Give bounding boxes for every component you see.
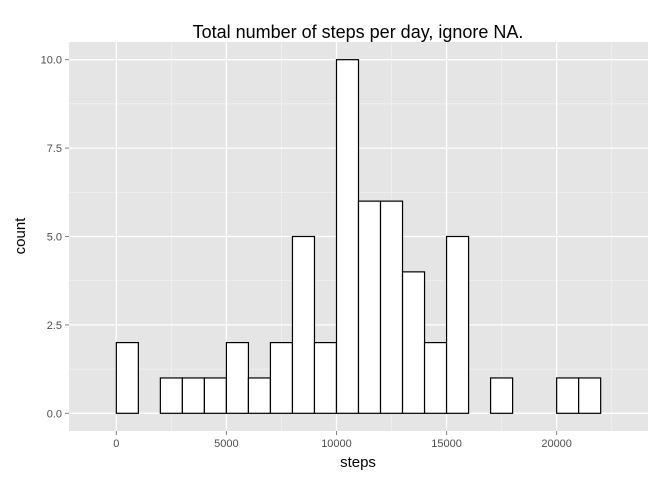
- chart-title: Total number of steps per day, ignore NA…: [193, 22, 524, 42]
- x-tick-label: 10000: [321, 438, 352, 450]
- histogram-bar: [556, 377, 580, 414]
- x-tick-label: 0: [113, 438, 119, 450]
- histogram-bar: [401, 271, 426, 414]
- y-tick-label: 7.5: [47, 143, 62, 155]
- x-axis-title: steps: [340, 454, 376, 471]
- histogram-bar: [225, 341, 250, 414]
- histogram-bar: [313, 341, 338, 414]
- histogram-bar: [115, 341, 139, 414]
- histogram-bar: [445, 235, 470, 414]
- histogram-bar: [423, 341, 448, 414]
- y-axis-title: count: [12, 217, 29, 255]
- x-axis-ticks: 0 5000 10000 15000 20000: [113, 431, 572, 450]
- histogram-bar: [357, 200, 382, 414]
- histogram-bar: [159, 377, 183, 414]
- y-tick-label: 5.0: [47, 232, 62, 244]
- histogram-bar: [291, 235, 316, 414]
- x-tick-label: 5000: [214, 438, 238, 450]
- histogram-bar: [489, 377, 514, 414]
- x-tick-label: 20000: [541, 438, 572, 450]
- histogram-bar: [379, 200, 404, 414]
- histogram-bars: [115, 59, 602, 414]
- histogram-bar: [335, 59, 360, 414]
- histogram-bar: [203, 377, 228, 414]
- y-tick-label: 0.0: [47, 408, 62, 420]
- x-tick-label: 15000: [431, 438, 462, 450]
- histogram-bar: [578, 377, 602, 414]
- y-axis-ticks: 0.0 2.5 5.0 7.5 10.0: [41, 55, 69, 420]
- y-tick-label: 10.0: [41, 55, 62, 67]
- histogram-bar: [247, 377, 272, 414]
- histogram-bar: [269, 341, 294, 414]
- histogram-bar: [181, 377, 205, 414]
- y-tick-label: 2.5: [47, 320, 62, 332]
